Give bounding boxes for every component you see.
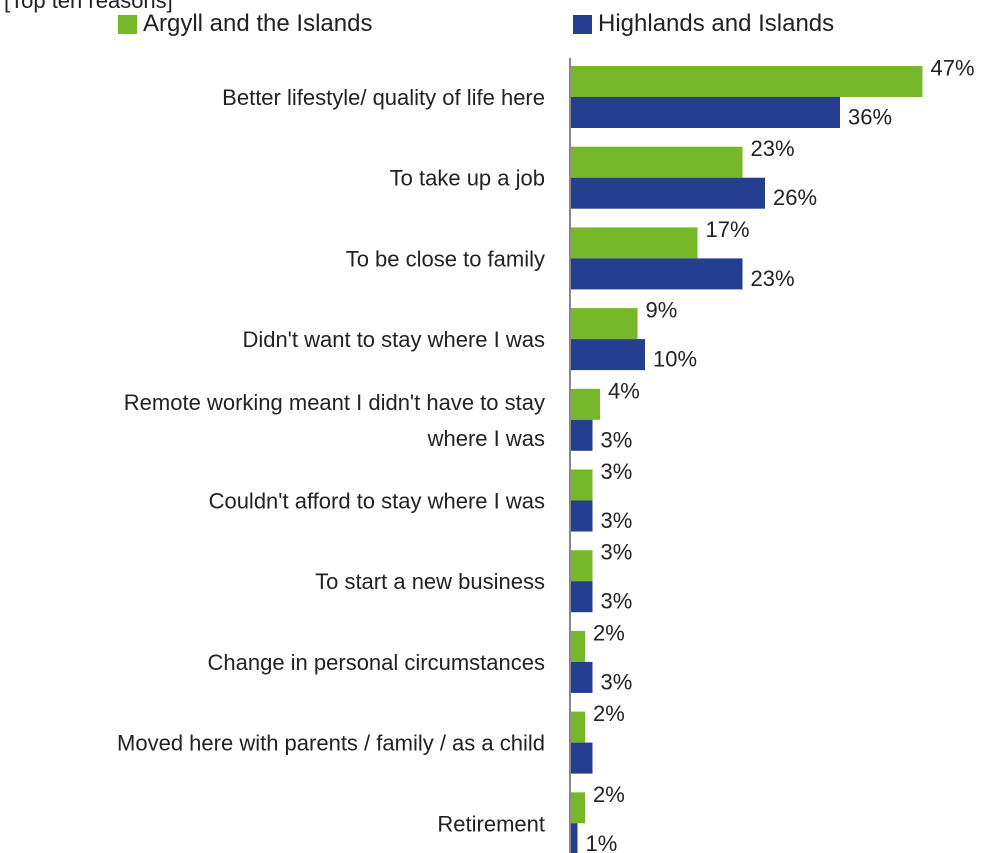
data-label-highlands: 26% bbox=[773, 185, 817, 210]
data-label-highlands: 23% bbox=[751, 266, 795, 291]
bar-argyll bbox=[570, 66, 923, 97]
bar-argyll bbox=[570, 308, 638, 340]
legend-item-argyll: Argyll and the Islands bbox=[118, 10, 372, 38]
bar-argyll bbox=[570, 630, 585, 662]
data-label-argyll: 3% bbox=[601, 540, 633, 565]
category-label: Couldn't afford to stay where I was bbox=[209, 489, 545, 514]
data-label-highlands: 10% bbox=[653, 347, 697, 372]
data-label-argyll: 2% bbox=[593, 620, 625, 645]
category-label: Didn't want to stay where I was bbox=[242, 327, 545, 352]
data-label-argyll: 9% bbox=[646, 298, 678, 323]
category-label: Retirement bbox=[437, 811, 545, 836]
data-label-highlands: 3% bbox=[601, 427, 633, 452]
bar-highlands bbox=[570, 339, 645, 371]
bar-highlands bbox=[570, 742, 593, 774]
bar-highlands bbox=[570, 581, 593, 613]
data-label-highlands: 1% bbox=[586, 831, 618, 853]
bar-highlands bbox=[570, 661, 593, 693]
legend-label-argyll: Argyll and the Islands bbox=[143, 10, 373, 37]
bar-highlands bbox=[570, 97, 840, 128]
bar-argyll bbox=[570, 388, 600, 420]
data-label-argyll: 2% bbox=[593, 701, 625, 726]
bar-highlands bbox=[570, 500, 593, 532]
category-label: Better lifestyle/ quality of life here bbox=[222, 85, 545, 110]
category-label: Moved here with parents / family / as a … bbox=[117, 731, 545, 756]
chart-subtitle: [Top ten reasons] bbox=[4, 0, 173, 13]
bar-argyll bbox=[570, 550, 593, 582]
category-label: To take up a job bbox=[390, 166, 545, 191]
category-label: To start a new business bbox=[315, 569, 545, 594]
legend-item-highlands: Highlands and Islands bbox=[573, 10, 834, 38]
data-label-argyll: 4% bbox=[608, 378, 640, 403]
data-label-argyll: 47% bbox=[931, 56, 975, 81]
bar-argyll bbox=[570, 146, 743, 178]
data-label-highlands: 3% bbox=[601, 669, 633, 694]
legend-swatch-argyll bbox=[118, 14, 137, 34]
category-label: To be close to family bbox=[346, 246, 545, 271]
data-label-highlands: 3% bbox=[601, 508, 633, 533]
category-label: Remote working meant I didn't have to st… bbox=[124, 390, 545, 415]
bar-argyll bbox=[570, 227, 698, 259]
data-label-highlands: 36% bbox=[848, 105, 892, 130]
bar-highlands bbox=[570, 823, 578, 853]
data-label-argyll: 3% bbox=[601, 459, 633, 484]
legend-label-highlands: Highlands and Islands bbox=[598, 10, 835, 37]
data-label-highlands: 3% bbox=[601, 589, 633, 614]
bar-argyll bbox=[570, 792, 585, 824]
category-label: where I was bbox=[427, 426, 545, 451]
bar-argyll bbox=[570, 711, 585, 743]
bar-highlands bbox=[570, 177, 765, 209]
data-label-argyll: 23% bbox=[751, 136, 795, 161]
bar-highlands bbox=[570, 258, 743, 290]
bar-highlands bbox=[570, 419, 593, 451]
category-label: Change in personal circumstances bbox=[207, 650, 545, 675]
data-label-argyll: 2% bbox=[593, 782, 625, 807]
legend-swatch-highlands bbox=[573, 14, 592, 34]
data-label-argyll: 17% bbox=[706, 217, 750, 242]
bar-argyll bbox=[570, 469, 593, 501]
